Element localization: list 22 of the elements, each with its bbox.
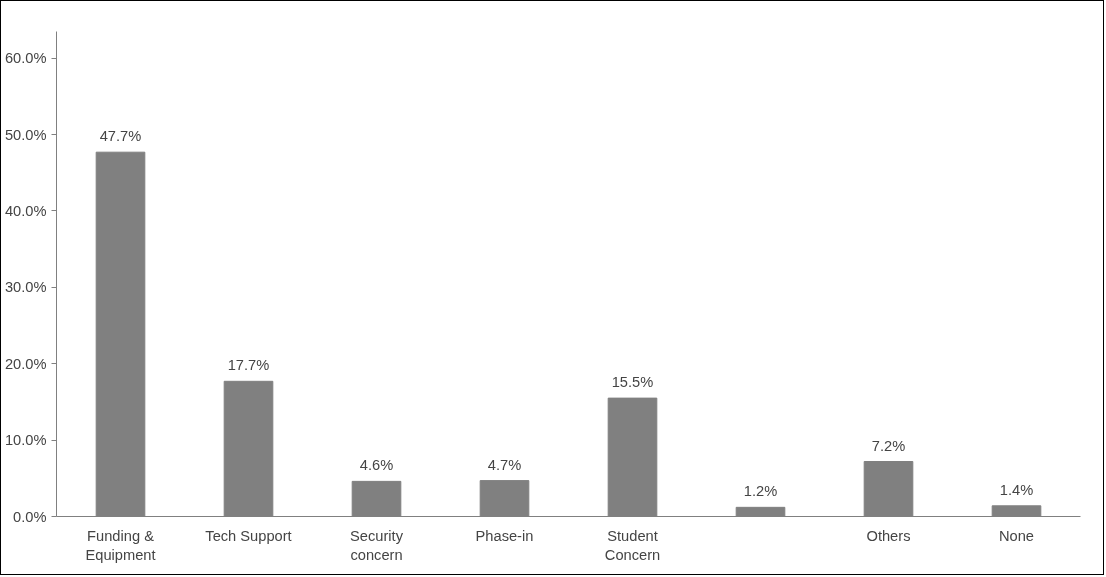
data-label: 17.7%: [227, 357, 270, 374]
y-tick-label: 30.0%: [4, 279, 47, 296]
x-tick-label: Security concern: [350, 527, 404, 563]
x-tick-label: Phase-in: [475, 527, 534, 544]
y-tick-label: 40.0%: [4, 202, 47, 219]
data-label: 7.2%: [871, 437, 906, 454]
y-tick-label: 60.0%: [4, 50, 47, 67]
y-tick-label: 50.0%: [4, 126, 47, 143]
data-label: 15.5%: [611, 374, 654, 391]
x-tick-label: Others: [866, 527, 911, 544]
x-tick-label: None: [998, 527, 1035, 544]
y-tick-label: 0.0%: [13, 508, 47, 525]
data-label: 4.6%: [359, 457, 394, 474]
data-label: 47.7%: [99, 128, 142, 145]
x-tick-label: Tech Support: [205, 527, 292, 544]
y-tick-label: 20.0%: [4, 355, 47, 372]
data-label: 1.2%: [743, 483, 778, 500]
x-tick-label: Funding & Equipment: [85, 527, 156, 563]
x-tick-label: Student Concern: [604, 527, 661, 563]
data-label: 1.4%: [999, 481, 1034, 498]
y-tick-label: 10.0%: [4, 432, 47, 449]
data-label: 4.7%: [487, 456, 522, 473]
